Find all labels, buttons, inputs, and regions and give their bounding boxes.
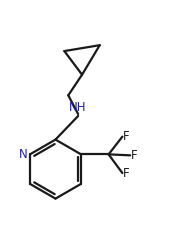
Text: F: F (123, 130, 130, 143)
Text: NH: NH (69, 101, 87, 114)
Text: N: N (19, 148, 28, 161)
Text: F: F (123, 167, 130, 179)
Text: F: F (131, 149, 138, 162)
